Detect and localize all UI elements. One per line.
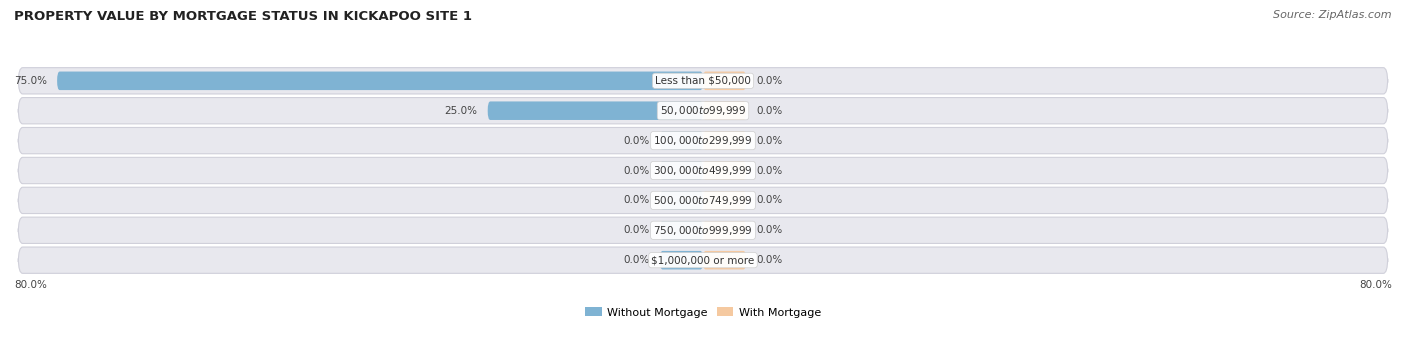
Text: 0.0%: 0.0% bbox=[756, 195, 783, 205]
Text: 0.0%: 0.0% bbox=[623, 136, 650, 146]
Text: $50,000 to $99,999: $50,000 to $99,999 bbox=[659, 104, 747, 117]
Legend: Without Mortgage, With Mortgage: Without Mortgage, With Mortgage bbox=[581, 303, 825, 322]
Text: 75.0%: 75.0% bbox=[14, 76, 46, 86]
Text: $100,000 to $299,999: $100,000 to $299,999 bbox=[654, 134, 752, 147]
Text: 0.0%: 0.0% bbox=[756, 76, 783, 86]
Text: 0.0%: 0.0% bbox=[623, 255, 650, 265]
FancyBboxPatch shape bbox=[703, 101, 747, 120]
Text: 0.0%: 0.0% bbox=[756, 136, 783, 146]
FancyBboxPatch shape bbox=[18, 247, 1388, 273]
FancyBboxPatch shape bbox=[18, 217, 1388, 243]
FancyBboxPatch shape bbox=[703, 191, 747, 210]
Text: 0.0%: 0.0% bbox=[756, 255, 783, 265]
FancyBboxPatch shape bbox=[659, 161, 703, 180]
Text: 0.0%: 0.0% bbox=[623, 195, 650, 205]
Text: Less than $50,000: Less than $50,000 bbox=[655, 76, 751, 86]
Text: 80.0%: 80.0% bbox=[1360, 280, 1392, 290]
Text: $750,000 to $999,999: $750,000 to $999,999 bbox=[654, 224, 752, 237]
Text: Source: ZipAtlas.com: Source: ZipAtlas.com bbox=[1274, 10, 1392, 20]
FancyBboxPatch shape bbox=[18, 128, 1388, 154]
FancyBboxPatch shape bbox=[18, 187, 1388, 213]
Text: 0.0%: 0.0% bbox=[623, 225, 650, 235]
Text: 25.0%: 25.0% bbox=[444, 106, 478, 116]
FancyBboxPatch shape bbox=[703, 221, 747, 240]
FancyBboxPatch shape bbox=[659, 251, 703, 269]
FancyBboxPatch shape bbox=[659, 221, 703, 240]
FancyBboxPatch shape bbox=[18, 98, 1388, 124]
FancyBboxPatch shape bbox=[58, 72, 703, 90]
FancyBboxPatch shape bbox=[659, 191, 703, 210]
Text: 0.0%: 0.0% bbox=[756, 165, 783, 176]
Text: 0.0%: 0.0% bbox=[623, 165, 650, 176]
FancyBboxPatch shape bbox=[488, 101, 703, 120]
FancyBboxPatch shape bbox=[703, 72, 747, 90]
Text: PROPERTY VALUE BY MORTGAGE STATUS IN KICKAPOO SITE 1: PROPERTY VALUE BY MORTGAGE STATUS IN KIC… bbox=[14, 10, 472, 23]
Text: $500,000 to $749,999: $500,000 to $749,999 bbox=[654, 194, 752, 207]
Text: 0.0%: 0.0% bbox=[756, 225, 783, 235]
Text: 80.0%: 80.0% bbox=[14, 280, 46, 290]
Text: 0.0%: 0.0% bbox=[756, 106, 783, 116]
FancyBboxPatch shape bbox=[18, 157, 1388, 184]
FancyBboxPatch shape bbox=[18, 68, 1388, 94]
FancyBboxPatch shape bbox=[703, 131, 747, 150]
FancyBboxPatch shape bbox=[703, 161, 747, 180]
Text: $300,000 to $499,999: $300,000 to $499,999 bbox=[654, 164, 752, 177]
FancyBboxPatch shape bbox=[703, 251, 747, 269]
FancyBboxPatch shape bbox=[659, 131, 703, 150]
Text: $1,000,000 or more: $1,000,000 or more bbox=[651, 255, 755, 265]
